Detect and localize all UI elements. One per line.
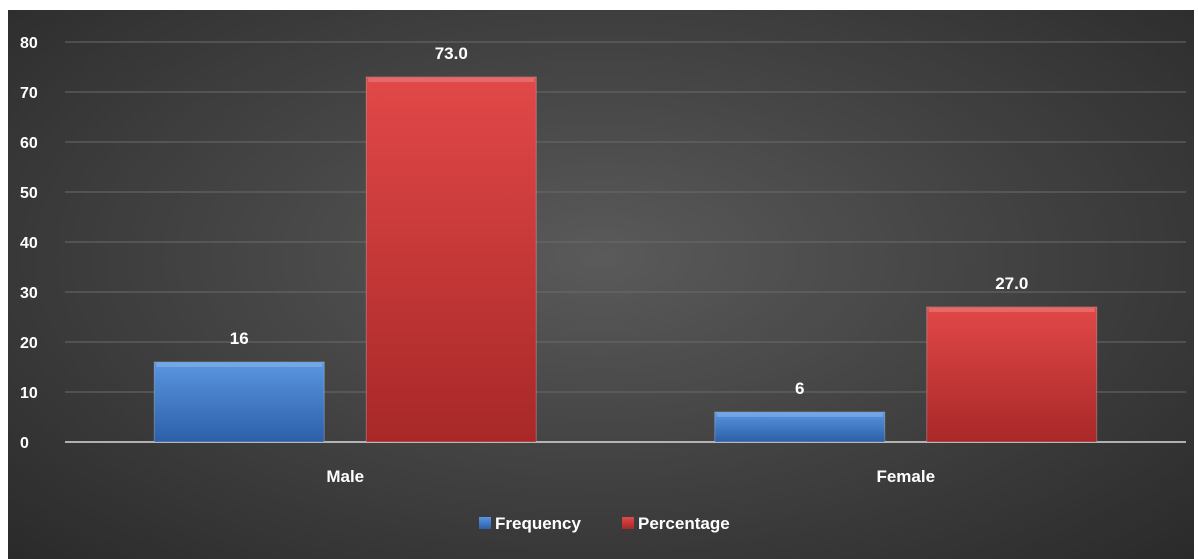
bar-frequency-female xyxy=(714,411,886,443)
data-label: 16 xyxy=(230,329,249,348)
y-tick-label: 30 xyxy=(20,285,38,302)
bar-bevel xyxy=(156,363,323,367)
legend-swatch-frequency xyxy=(479,517,491,529)
legend-swatch-percentage xyxy=(622,517,634,529)
legend-label-frequency: Frequency xyxy=(495,514,582,533)
data-label: 27.0 xyxy=(995,274,1028,293)
bar-frequency-male xyxy=(153,361,325,443)
y-tick-label: 10 xyxy=(20,385,38,402)
y-tick-label: 20 xyxy=(20,335,38,352)
data-label: 6 xyxy=(795,379,804,398)
y-tick-label: 80 xyxy=(20,35,38,52)
x-category-label: Female xyxy=(876,467,935,486)
bar-bevel xyxy=(928,308,1095,312)
y-tick-label: 70 xyxy=(20,85,38,102)
bar-percentage-female xyxy=(926,306,1098,443)
y-tick-label: 60 xyxy=(20,135,38,152)
chart-area: 0 10 20 30 40 50 60 70 80 16 73.0 Male 6 27.0 Female … xyxy=(8,10,1194,559)
bar-bevel xyxy=(716,413,883,417)
legend-label-percentage: Percentage xyxy=(638,514,730,533)
bar-percentage-male xyxy=(365,76,537,443)
bar-bevel xyxy=(368,78,535,82)
data-label: 73.0 xyxy=(435,44,468,63)
x-category-label: Male xyxy=(326,467,364,486)
y-tick-label: 50 xyxy=(20,185,38,202)
y-tick-label: 40 xyxy=(20,235,38,252)
y-tick-label: 0 xyxy=(20,435,29,452)
